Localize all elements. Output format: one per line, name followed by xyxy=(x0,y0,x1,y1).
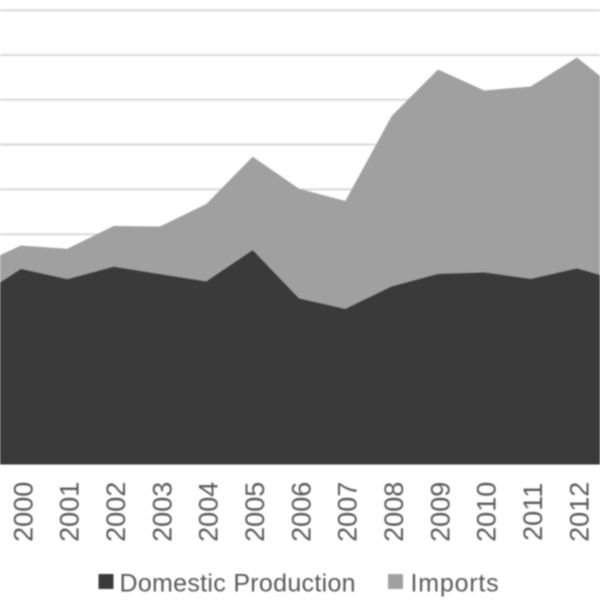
svg-text:2004: 2004 xyxy=(194,482,224,542)
svg-text:2005: 2005 xyxy=(240,482,270,542)
svg-text:2008: 2008 xyxy=(379,482,409,542)
svg-text:2006: 2006 xyxy=(286,482,316,542)
svg-text:2003: 2003 xyxy=(147,482,177,542)
svg-text:2012: 2012 xyxy=(564,482,594,542)
svg-text:2011: 2011 xyxy=(518,483,548,541)
svg-text:2000: 2000 xyxy=(8,482,38,542)
svg-text:Domestic Production: Domestic Production xyxy=(120,570,356,598)
svg-text:2010: 2010 xyxy=(472,482,502,542)
svg-text:2009: 2009 xyxy=(425,482,455,542)
svg-text:2007: 2007 xyxy=(333,482,363,542)
svg-text:2001: 2001 xyxy=(55,482,85,542)
svg-text:Imports: Imports xyxy=(411,570,500,598)
svg-text:2002: 2002 xyxy=(101,482,131,542)
